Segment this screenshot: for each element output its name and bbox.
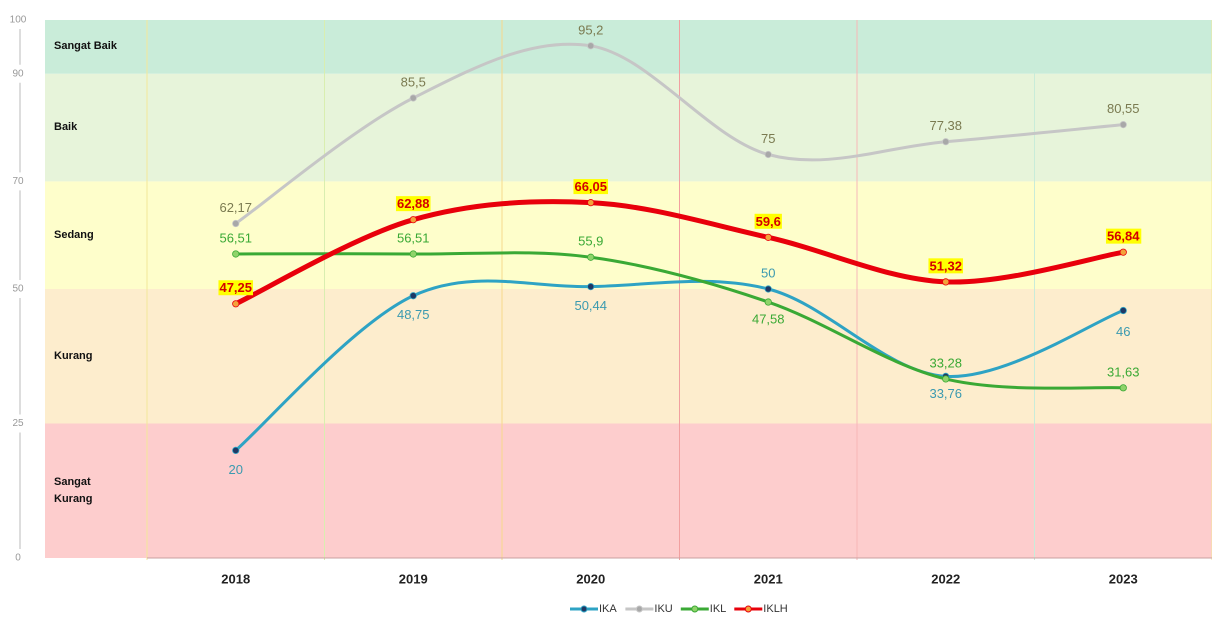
x-tick-label: 2021	[754, 571, 783, 586]
data-label-highlight	[218, 280, 254, 296]
band-label: Baik	[54, 121, 78, 134]
data-point	[232, 219, 240, 228]
data-point	[587, 42, 595, 50]
data-label-highlight	[928, 258, 964, 274]
data-label: 56,51	[397, 230, 430, 245]
x-tick-label: 2023	[1109, 571, 1138, 586]
band	[45, 289, 1212, 424]
band-label: Sedang	[54, 228, 94, 241]
data-point	[764, 150, 772, 159]
data-point	[409, 292, 417, 300]
x-tick-label: 2022	[931, 571, 960, 586]
data-label: 80,55	[1107, 101, 1140, 116]
data-label: 95,2	[578, 22, 603, 37]
y-tick-label: 100	[10, 15, 27, 26]
x-tick-label: 2020	[576, 571, 605, 586]
data-label-highlight	[395, 196, 431, 212]
data-point	[409, 250, 417, 258]
band-label: Sangat Baik	[54, 40, 117, 53]
data-point	[764, 285, 772, 293]
data-point	[409, 216, 417, 224]
data-label: 48,75	[397, 307, 430, 322]
data-label-highlight	[1105, 228, 1142, 244]
data-label: 47,58	[752, 311, 785, 326]
series-line	[233, 199, 1126, 307]
data-label: 31,63	[1107, 364, 1140, 379]
series-line	[234, 279, 1125, 452]
data-label: 56,51	[219, 230, 252, 245]
legend-label: IKL	[710, 603, 727, 615]
legend-marker	[635, 605, 643, 613]
data-point	[232, 250, 240, 258]
band	[45, 181, 1212, 289]
data-label: 20	[229, 462, 243, 477]
data-label: 50,44	[574, 298, 607, 313]
data-point	[764, 233, 772, 241]
data-label: 59,6	[756, 214, 781, 229]
band-label: Sangat Kurang	[54, 475, 93, 505]
data-label: 46	[1116, 324, 1130, 339]
data-label: 33,76	[929, 386, 962, 401]
legend-label: IKA	[599, 603, 617, 615]
data-label: 56,84	[1107, 229, 1140, 244]
data-point	[232, 446, 240, 454]
data-label: 62,17	[219, 200, 252, 215]
data-label: 66,05	[574, 179, 607, 194]
data-label-highlight	[754, 213, 782, 229]
data-point	[1119, 121, 1127, 129]
data-label: 51,32	[929, 258, 962, 273]
band-label: Kurang	[54, 349, 93, 362]
legend-label: IKU	[654, 603, 672, 615]
data-point	[587, 283, 595, 291]
data-label: 62,88	[397, 196, 430, 211]
x-tick-label: 2018	[221, 571, 250, 586]
band	[45, 423, 1212, 558]
data-point	[764, 298, 772, 306]
data-label: 33,28	[929, 355, 962, 370]
data-label: 85,5	[401, 74, 426, 89]
data-label: 75	[761, 131, 775, 146]
data-label: 50	[761, 265, 775, 280]
data-label: 77,38	[929, 118, 962, 133]
data-point	[1119, 306, 1127, 315]
data-point	[587, 253, 595, 261]
data-point	[409, 94, 417, 102]
data-label: 55,9	[578, 234, 603, 249]
legend-marker	[744, 605, 752, 613]
band	[45, 20, 1212, 74]
data-point	[232, 300, 240, 308]
data-point	[1119, 248, 1127, 256]
y-tick-label: 70	[12, 176, 24, 187]
y-tick-label: 90	[12, 68, 24, 79]
series-line	[234, 42, 1125, 226]
y-tick-label: 50	[12, 284, 24, 295]
legend-label: IKLH	[763, 603, 788, 615]
x-tick-label: 2019	[399, 571, 428, 586]
data-point	[942, 138, 950, 146]
y-tick-label: 0	[15, 553, 21, 564]
legend-marker	[580, 605, 588, 613]
data-point	[942, 375, 950, 383]
data-label: 47,25	[219, 280, 252, 295]
data-point	[1119, 384, 1127, 392]
legend-marker	[691, 605, 699, 613]
y-tick-label: 25	[12, 418, 24, 429]
data-point	[587, 199, 595, 207]
series-line	[234, 251, 1125, 390]
data-label-highlight	[573, 179, 609, 195]
data-point	[942, 278, 950, 286]
band	[45, 73, 1212, 182]
